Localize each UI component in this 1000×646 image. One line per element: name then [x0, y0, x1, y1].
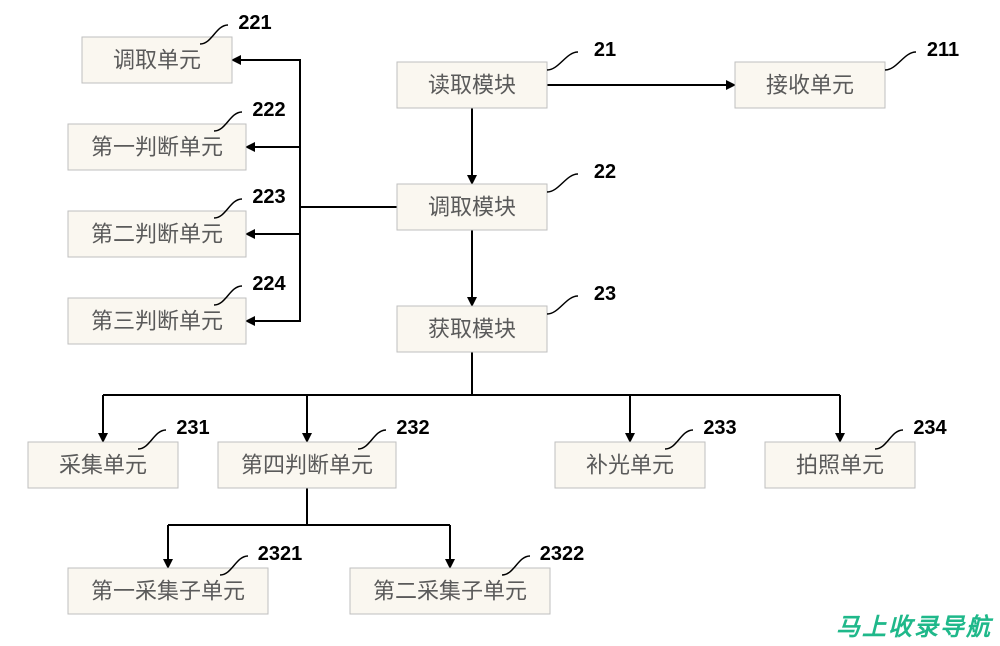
callout-label: 224 — [252, 273, 286, 295]
callout-211: 211 — [885, 39, 959, 70]
node-n232: 第四判断单元 — [218, 442, 396, 488]
callout-label: 222 — [252, 99, 285, 121]
node-label: 第二判断单元 — [91, 222, 223, 247]
node-label: 第一判断单元 — [91, 135, 223, 160]
callout-21: 21 — [547, 39, 616, 70]
callout-label: 221 — [238, 12, 271, 34]
callout-label: 211 — [927, 39, 959, 61]
node-label: 第二采集子单元 — [373, 579, 527, 604]
callout-label: 223 — [252, 186, 285, 208]
node-label: 采集单元 — [59, 453, 147, 478]
node-n21: 读取模块 — [397, 62, 547, 108]
node-n23: 获取模块 — [397, 306, 547, 352]
node-n234: 拍照单元 — [765, 442, 915, 488]
callout-222: 222 — [214, 99, 286, 131]
callout-label: 231 — [176, 417, 209, 439]
node-n2322: 第二采集子单元 — [350, 568, 550, 614]
callout-22: 22 — [547, 161, 616, 192]
node-label: 第一采集子单元 — [91, 579, 245, 604]
node-label: 调取模块 — [428, 195, 516, 220]
node-n22: 调取模块 — [397, 184, 547, 230]
callout-label: 2321 — [258, 543, 303, 565]
callout-label: 23 — [594, 283, 616, 305]
node-n222: 第一判断单元 — [68, 124, 246, 170]
node-label: 第四判断单元 — [241, 453, 373, 478]
edge — [246, 207, 300, 234]
callout-223: 223 — [214, 186, 286, 218]
node-n2321: 第一采集子单元 — [68, 568, 268, 614]
node-label: 拍照单元 — [796, 453, 884, 478]
node-label: 接收单元 — [766, 73, 854, 98]
callout-label: 233 — [703, 417, 736, 439]
node-n224: 第三判断单元 — [68, 298, 246, 344]
node-n211: 接收单元 — [735, 62, 885, 108]
callout-label: 2322 — [540, 543, 585, 565]
flowchart-diagram: 读取模块 接收单元调取模块 调取单元第一判断单元第二判断单元第三判断单元 获取模块采集… — [0, 0, 1000, 646]
node-label: 补光单元 — [586, 453, 674, 478]
node-label: 调取单元 — [113, 48, 201, 73]
callout-label: 232 — [396, 417, 429, 439]
callout-23: 23 — [547, 283, 616, 314]
edge — [232, 60, 397, 207]
node-label: 第三判断单元 — [91, 309, 223, 334]
node-n233: 补光单元 — [555, 442, 705, 488]
callout-221: 221 — [200, 12, 272, 44]
callout-label: 21 — [594, 39, 616, 61]
callout-label: 22 — [594, 161, 616, 183]
node-n221: 调取单元 — [82, 37, 232, 83]
node-label: 获取模块 — [428, 317, 516, 342]
node-label: 读取模块 — [428, 73, 516, 98]
node-n223: 第二判断单元 — [68, 211, 246, 257]
callout-label: 234 — [913, 417, 947, 439]
edge — [246, 207, 300, 321]
node-n231: 采集单元 — [28, 442, 178, 488]
